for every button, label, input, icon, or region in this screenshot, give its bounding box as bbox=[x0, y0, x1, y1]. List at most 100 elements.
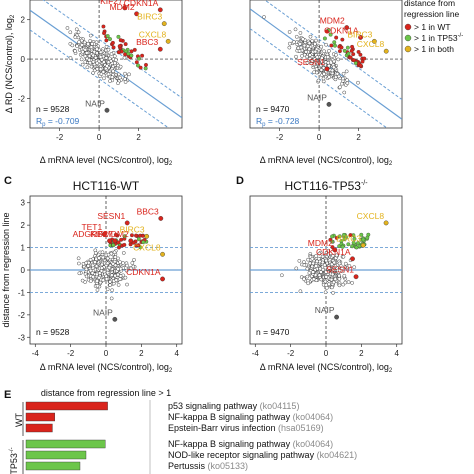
data-point bbox=[76, 30, 81, 35]
bar-term-label: p53 signaling pathway (ko04115) bbox=[168, 401, 299, 411]
data-point bbox=[77, 261, 81, 266]
data-point bbox=[315, 55, 320, 59]
data-point bbox=[305, 60, 310, 65]
data-point bbox=[343, 280, 348, 285]
gene-label-birc3: BIRC3 bbox=[347, 29, 372, 39]
highlight-point bbox=[351, 58, 356, 63]
highlight-point bbox=[351, 240, 356, 245]
data-point bbox=[331, 280, 336, 285]
highlight-point bbox=[129, 233, 134, 238]
y-tick-label: -1 bbox=[18, 288, 26, 297]
data-point bbox=[93, 55, 98, 60]
highlight-point bbox=[334, 35, 339, 40]
highlight-point bbox=[144, 62, 148, 67]
data-point bbox=[320, 254, 325, 259]
data-point bbox=[85, 65, 90, 70]
x-tick-label: 4 bbox=[394, 349, 399, 358]
panel-d-plot: CXCL8 MDM2 BIRC3 CDKN1A SESN1 NAIP -4 -2 0 2 4 bbox=[250, 196, 402, 358]
x-tick-label: 0 bbox=[324, 349, 329, 358]
data-point bbox=[84, 51, 89, 55]
data-point bbox=[121, 251, 126, 255]
data-point bbox=[77, 40, 81, 44]
panel-a-ylabel: Δ RD (NCS/control), log2 bbox=[4, 14, 16, 113]
gene-point-cxcl8 bbox=[160, 251, 165, 257]
highlight-point bbox=[330, 234, 335, 239]
legend-title-line2: regression line bbox=[404, 9, 460, 19]
data-point bbox=[108, 283, 112, 287]
data-point bbox=[106, 60, 111, 65]
data-point bbox=[324, 42, 328, 47]
data-point bbox=[112, 54, 117, 59]
gene-point-mdm2 bbox=[134, 11, 139, 17]
data-point bbox=[327, 49, 331, 53]
data-point bbox=[109, 52, 114, 56]
data-point bbox=[332, 260, 337, 265]
data-point bbox=[307, 41, 312, 46]
data-point bbox=[109, 251, 114, 256]
gene-point-mdm2 bbox=[128, 238, 134, 244]
data-point bbox=[91, 59, 96, 64]
legend-item-label: > 1 in TP53-/- bbox=[414, 33, 463, 43]
data-point bbox=[122, 55, 127, 60]
y-tick-label: 0 bbox=[21, 55, 26, 64]
x-tick-label: -4 bbox=[252, 349, 260, 358]
panel-a-r-label: Rp = -0.709 bbox=[36, 116, 80, 128]
highlight-point bbox=[361, 237, 366, 242]
data-point bbox=[114, 58, 118, 62]
bar-term-label: Epstein-Barr virus infection (hsa05169) bbox=[168, 423, 324, 433]
highlight-point bbox=[104, 38, 109, 43]
highlight-point bbox=[342, 237, 347, 242]
data-point bbox=[92, 49, 97, 54]
data-point bbox=[83, 54, 88, 58]
panel-e-letter: E bbox=[4, 389, 11, 401]
panel-b-xlabel: Δ mRNA level (NCS/control), log2 bbox=[260, 155, 393, 167]
data-point bbox=[302, 260, 306, 264]
highlight-point bbox=[122, 242, 127, 247]
highlight-point bbox=[362, 56, 367, 61]
data-point bbox=[329, 277, 334, 282]
gene-label-cxcl8: CXCL8 bbox=[357, 211, 385, 221]
data-point bbox=[88, 258, 93, 262]
highlight-point bbox=[105, 34, 110, 38]
gene-label-cdkn1a: CDKN1A bbox=[316, 247, 351, 257]
highlight-point bbox=[352, 236, 357, 241]
bar-term-label: NF-kappa B signaling pathway (ko04064) bbox=[168, 412, 333, 422]
data-point bbox=[330, 68, 335, 73]
data-point bbox=[110, 75, 115, 80]
panel-d: D HCT116-TP53-/- CXCL8 MDM2 BIRC3 CDKN1A SES… bbox=[236, 175, 403, 374]
data-point bbox=[307, 47, 312, 52]
data-point bbox=[341, 71, 346, 76]
panel-e: E distance from regression line > 1 WT T… bbox=[4, 388, 357, 474]
data-point bbox=[123, 275, 128, 280]
data-point bbox=[93, 251, 98, 255]
data-point bbox=[100, 262, 104, 267]
highlight-point bbox=[141, 240, 146, 245]
data-point bbox=[316, 78, 321, 83]
data-point bbox=[304, 49, 308, 54]
legend-items: > 1 in WT> 1 in TP53-/-> 1 in both bbox=[404, 22, 463, 54]
panel-d-marks bbox=[250, 196, 402, 344]
data-point bbox=[118, 260, 122, 264]
y-tick-label: -2 bbox=[18, 94, 26, 103]
data-point bbox=[324, 270, 328, 274]
data-point bbox=[335, 72, 340, 76]
data-point bbox=[327, 75, 331, 79]
data-point bbox=[113, 255, 118, 259]
data-point bbox=[100, 250, 105, 255]
data-point bbox=[311, 261, 316, 266]
data-point bbox=[95, 61, 100, 66]
legend-swatch bbox=[404, 23, 412, 31]
data-point bbox=[340, 269, 345, 274]
data-point bbox=[98, 280, 103, 285]
gene-label-birc3: BIRC3 bbox=[336, 233, 361, 243]
gene-point-birc3 bbox=[371, 38, 377, 44]
highlight-point bbox=[140, 53, 145, 58]
y-tick-label: 0 bbox=[21, 266, 26, 275]
panel-a-n-label: n = 9528 bbox=[36, 104, 70, 114]
data-point bbox=[350, 281, 354, 285]
data-point bbox=[302, 277, 306, 281]
highlight-point bbox=[138, 65, 143, 70]
